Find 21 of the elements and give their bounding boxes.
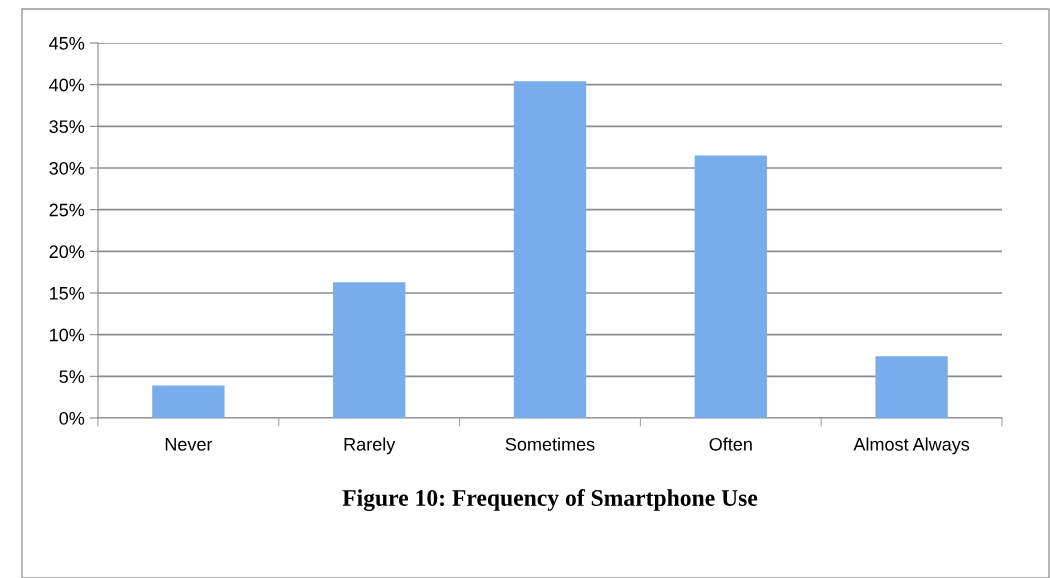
y-tick-label: 45%	[49, 37, 85, 50]
bar	[694, 155, 767, 418]
y-tick-label: 30%	[49, 161, 85, 175]
y-tick-label: 35%	[49, 120, 85, 134]
y-tick-label: 15%	[50, 287, 85, 300]
y-tick-label: 40%	[49, 78, 85, 92]
y-tick-label: 0%	[59, 411, 85, 425]
y-tick-label: 20%	[49, 245, 85, 259]
bar	[152, 385, 225, 418]
x-tick-label: Often	[709, 437, 752, 451]
bar	[875, 356, 948, 418]
y-tick-label: 5%	[59, 370, 85, 384]
x-tick-label: Sometimes	[505, 437, 595, 451]
x-tick-label: Never	[165, 438, 213, 451]
bar	[513, 81, 587, 418]
y-tick-label: 10%	[50, 328, 85, 342]
x-tick-label: Almost Always	[853, 437, 970, 455]
text: Figure 10: Frequency of Smartphone Use	[342, 489, 758, 511]
x-tick-label: Rarely	[344, 437, 396, 455]
bar	[333, 282, 406, 418]
y-tick-label: 25%	[49, 203, 85, 217]
